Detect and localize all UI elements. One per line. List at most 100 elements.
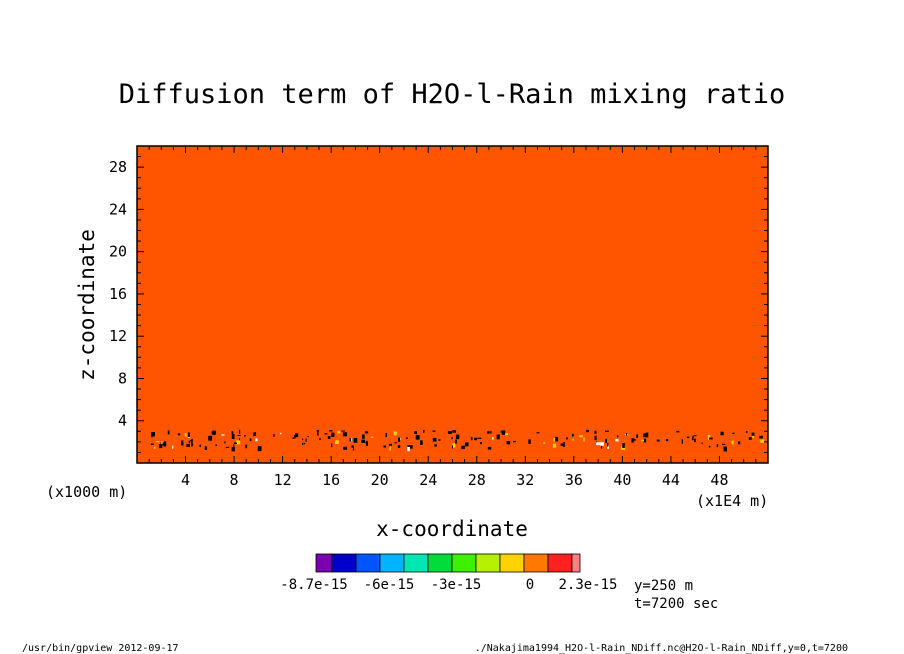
y-tick-label: 8 (118, 369, 127, 387)
speckle (334, 440, 339, 444)
speckle (607, 444, 609, 449)
x-tick-label: 16 (322, 471, 340, 489)
speckle (244, 434, 246, 437)
colorbar (315, 553, 581, 573)
speckle (331, 432, 335, 437)
speckle (490, 430, 492, 434)
speckle (319, 438, 322, 440)
speckle (238, 438, 241, 441)
speckle (464, 442, 469, 447)
speckle (554, 436, 559, 442)
speckle (177, 433, 181, 436)
speckle (552, 443, 557, 448)
colorbar-label: -8.7e-15 (280, 577, 347, 593)
speckle-band (150, 429, 765, 452)
speckle (236, 440, 241, 445)
y-tick-label: 24 (109, 200, 127, 218)
speckle (487, 446, 492, 450)
speckle (643, 438, 647, 443)
speckle (452, 443, 456, 448)
speckle (586, 429, 589, 433)
speckle (161, 441, 163, 445)
speckle (477, 437, 482, 440)
speckle (600, 444, 603, 449)
speckle (422, 429, 425, 433)
colorbar-swatch (379, 553, 405, 573)
speckle (353, 437, 358, 443)
speckle (361, 439, 365, 443)
x-tick-label: 40 (613, 471, 631, 489)
x-tick-label: 12 (274, 471, 292, 489)
colorbar-swatch (523, 553, 549, 573)
speckle (643, 433, 647, 438)
speckle (571, 433, 574, 439)
speckle (337, 430, 341, 434)
speckle (163, 441, 167, 444)
speckle (408, 444, 413, 449)
speckle (594, 430, 597, 434)
speckle (622, 442, 625, 448)
speckle (215, 444, 217, 447)
speckle (645, 432, 649, 438)
colorbar-swatch (427, 553, 453, 573)
speckle (751, 432, 755, 436)
chart-title: Diffusion term of H2O-l-Rain mixing rati… (119, 79, 785, 110)
speckle (583, 437, 585, 442)
speckle (316, 429, 320, 432)
speckle (676, 430, 680, 433)
speckle (249, 438, 252, 442)
speckle (616, 435, 619, 438)
speckle (543, 442, 546, 444)
speckle (451, 437, 453, 440)
speckle (233, 442, 237, 444)
speckle (723, 446, 727, 452)
speckle (191, 438, 193, 443)
speckle (331, 443, 333, 448)
speckle (295, 433, 299, 438)
speckle (151, 436, 153, 438)
speckle (341, 430, 346, 432)
colorbar-label: 2.3e-15 (558, 577, 617, 593)
speckle (528, 439, 531, 444)
speckle (596, 442, 601, 446)
speckle (732, 432, 735, 435)
speckle (150, 443, 154, 445)
speckle (188, 432, 190, 438)
speckle (641, 439, 645, 442)
speckle (208, 435, 213, 441)
speckle (553, 437, 556, 442)
speckle (294, 435, 296, 439)
info-time: t=7200 sec (634, 596, 718, 612)
speckle (329, 430, 333, 432)
y-tick-label: 28 (109, 158, 127, 176)
speckle (190, 440, 193, 442)
speckle (397, 445, 401, 448)
speckle (708, 445, 711, 448)
speckle (452, 430, 457, 433)
speckle (231, 434, 235, 440)
y-tick-label: 20 (109, 243, 127, 261)
speckle (343, 446, 348, 450)
speckle (415, 435, 420, 440)
speckle (221, 434, 225, 436)
y-axis-label: z-coordinate (75, 229, 99, 381)
speckle (615, 439, 619, 442)
speckle (258, 445, 260, 448)
speckle (388, 443, 392, 446)
speckle (307, 436, 309, 438)
speckle (361, 434, 365, 439)
speckle (536, 432, 540, 434)
speckle (500, 430, 502, 433)
colorbar-swatch (355, 553, 381, 573)
colorbar-swatch (331, 553, 357, 573)
speckle (255, 438, 258, 442)
speckle (716, 444, 719, 448)
speckle (759, 435, 763, 439)
x-tick-label: 48 (710, 471, 728, 489)
speckle (237, 434, 241, 436)
speckle (280, 432, 282, 435)
speckle (474, 437, 478, 441)
speckle (579, 435, 583, 438)
